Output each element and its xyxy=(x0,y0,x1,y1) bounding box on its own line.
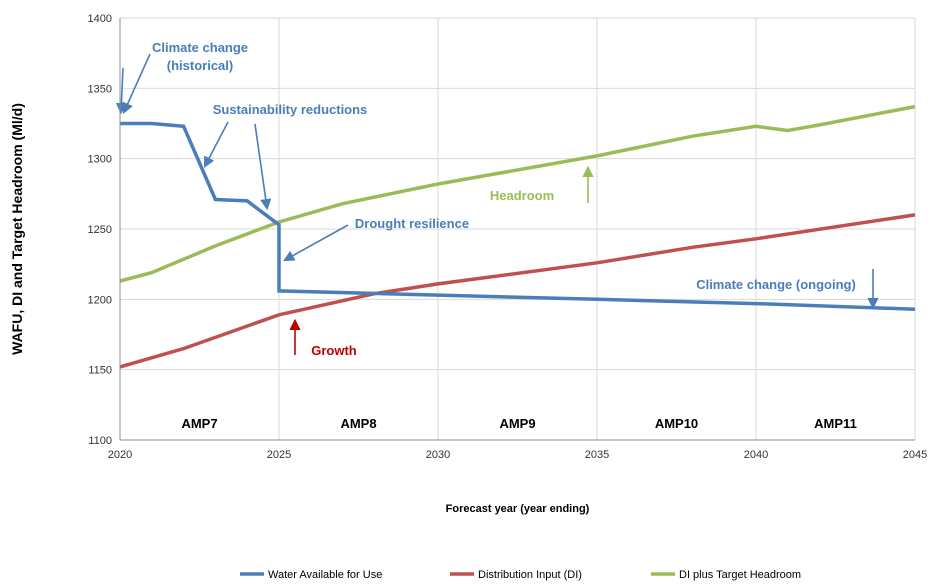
x-axis-title: Forecast year (year ending) xyxy=(446,503,590,515)
annotation-label: Headroom xyxy=(490,188,554,203)
series-lines xyxy=(119,104,916,369)
period-label: AMP7 xyxy=(181,416,217,431)
x-tick-label: 2045 xyxy=(903,449,927,461)
series-line xyxy=(119,104,916,283)
y-tick-label: 1250 xyxy=(88,224,112,236)
period-label: AMP9 xyxy=(499,416,535,431)
annotations: Climate change (historical) Sustainability… xyxy=(115,40,879,358)
x-tick-label: 2040 xyxy=(744,449,768,461)
grid xyxy=(119,17,916,441)
x-tick-label: 2025 xyxy=(267,449,291,461)
period-label: AMP8 xyxy=(340,416,376,431)
annotation-label: Climate change xyxy=(152,40,248,55)
annotation-arrow xyxy=(283,224,349,262)
annotation-label: Drought resilience xyxy=(355,216,469,231)
annotation-arrow xyxy=(203,121,229,168)
y-axis-title: WAFU, DI and Target Headroom (Ml/d) xyxy=(9,103,25,355)
annotation-arrow xyxy=(254,123,272,211)
y-tick-label: 1350 xyxy=(88,83,112,95)
axes: 1100 1150 1200 1250 1300 1350 1400 2020 2025 2030… xyxy=(9,13,927,515)
annotation-arrow xyxy=(115,67,128,115)
y-tick-label: 1200 xyxy=(88,294,112,306)
series-line xyxy=(120,121,916,311)
x-tick-label: 2020 xyxy=(108,449,132,461)
annotation-label: Climate change (ongoing) xyxy=(696,277,856,292)
y-tick-label: 1300 xyxy=(88,154,112,166)
y-tick-label: 1100 xyxy=(88,435,112,447)
legend-label: Water Available for Use xyxy=(268,569,382,581)
x-tick-label: 2030 xyxy=(426,449,450,461)
annotation-label: (historical) xyxy=(167,58,233,73)
annotation-arrow xyxy=(122,53,151,115)
legend-label: Distribution Input (DI) xyxy=(478,569,582,581)
y-tick-label: 1400 xyxy=(88,13,112,25)
x-tick-label: 2035 xyxy=(585,449,609,461)
y-tick-label: 1150 xyxy=(88,365,112,377)
period-label: AMP10 xyxy=(655,416,698,431)
series-line xyxy=(119,213,916,369)
legend: Water Available for Use Distribution Inpu… xyxy=(240,569,801,581)
legend-label: DI plus Target Headroom xyxy=(679,569,801,581)
annotation-label: Growth xyxy=(311,343,357,358)
period-label: AMP11 xyxy=(814,416,857,431)
annotation-label: Sustainability reductions xyxy=(213,102,368,117)
period-labels: AMP7 AMP8 AMP9 AMP10 AMP11 xyxy=(181,416,856,431)
